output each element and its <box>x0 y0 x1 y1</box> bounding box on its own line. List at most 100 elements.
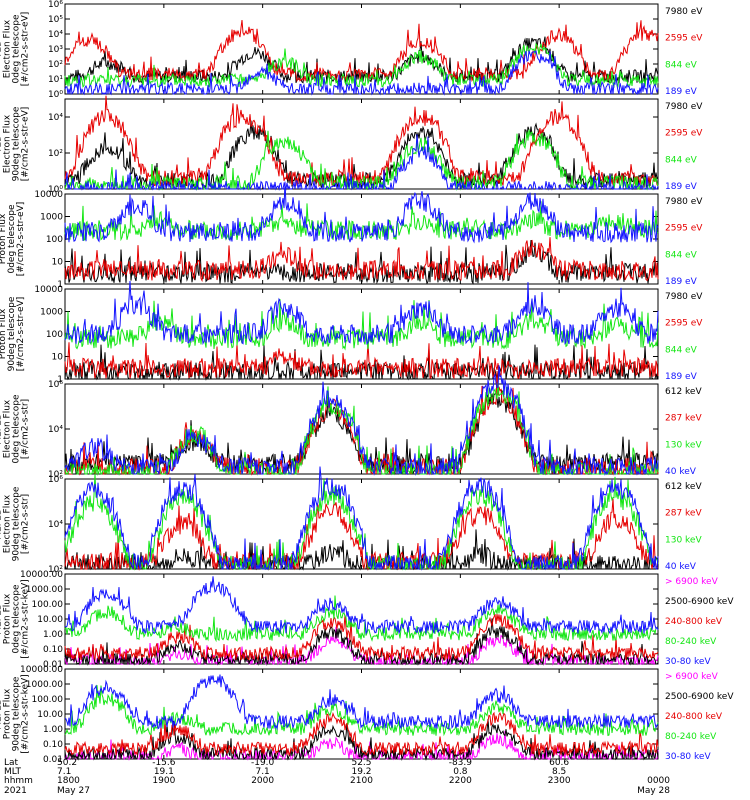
series-red-line <box>64 342 659 380</box>
series-black-line <box>64 618 659 666</box>
y-axis-label-line: 90deg telescope <box>12 676 22 751</box>
y-axis-label-line: 90deg telescope <box>12 106 22 181</box>
y-axis-label-line: 0deg telescope <box>7 204 17 274</box>
y-tick-label: 10⁰ <box>48 185 63 195</box>
series-blue-line <box>64 280 659 346</box>
y-axis-label-line: Electron Flux <box>3 19 13 78</box>
y-tick-label: 10² <box>48 149 63 159</box>
legend-black: 7980 eV <box>665 292 703 302</box>
legend-red: 2595 eV <box>665 34 703 44</box>
series-red-line <box>64 498 659 571</box>
legend-black: 2500-6900 keV <box>665 692 734 702</box>
series-group <box>64 674 659 761</box>
y-axis-label: TEDElectron Flux0deg telescope[#/cm2-s-s… <box>0 12 31 87</box>
x-row-label: 2021 <box>4 786 27 796</box>
y-axis-label-line: Proton Flux <box>0 308 8 359</box>
legend-red: 287 keV <box>665 509 702 519</box>
panel-4: 1 10 100 1000 10000 Proton Flux90deg telescop… <box>0 280 703 385</box>
series-blue-line <box>64 365 659 476</box>
x-row-label: hhmm <box>4 776 33 786</box>
x-row-label: Lat <box>4 758 19 768</box>
series-blue-line <box>64 576 659 636</box>
y-axis-label-line: [#/cm2-s-str] <box>21 399 31 459</box>
y-tick-label: 1000.00 <box>26 585 63 595</box>
y-tick-label: 1.00 <box>43 630 63 640</box>
legend-magenta: > 6900 keV <box>665 577 719 587</box>
legend-black: 7980 eV <box>665 102 703 112</box>
y-tick-label: 10.00 <box>37 615 63 625</box>
y-tick-label: 10⁴ <box>48 113 63 123</box>
y-tick-label: 10 <box>52 258 64 268</box>
legend-green: 844 eV <box>665 60 698 70</box>
series-blue-line <box>64 134 659 191</box>
y-tick-label: 10⁴ <box>48 520 63 530</box>
series-group <box>64 466 659 571</box>
y-axis-label-line: [#/cm2-s-str] <box>21 494 31 554</box>
lat-value: 60.6 <box>549 758 569 768</box>
lat-value: -15.6 <box>152 758 176 768</box>
legend-green: 80-240 keV <box>665 732 717 742</box>
panel-2: 10⁰ 10² 10⁴ TEDElectron Flux90deg telescope… <box>0 95 703 195</box>
legend-blue: 30-80 keV <box>665 752 711 762</box>
y-axis-label-line: 0deg telescope <box>12 14 22 84</box>
y-tick-label: 10.00 <box>37 710 63 720</box>
lat-value: 52.5 <box>351 758 371 768</box>
legend-green: 130 keV <box>665 535 702 545</box>
y-axis-label-line: [#/cm2-s-str-eV] <box>21 107 31 182</box>
legend-red: 240-800 keV <box>665 712 723 722</box>
y-tick-label: 10000 <box>34 190 63 200</box>
legend-green: 844 eV <box>665 345 698 355</box>
legend-red: 240-800 keV <box>665 617 723 627</box>
time-value: 0000 <box>647 776 670 786</box>
series-group <box>64 20 659 96</box>
legend-blue: 30-80 keV <box>665 657 711 667</box>
y-tick-label: 100.00 <box>32 600 64 610</box>
y-axis-label-line: MEPED <box>0 508 4 540</box>
y-axis-label-line: [#/cm2-s-str-eV] <box>16 202 26 277</box>
y-tick-label: 1 <box>57 280 63 290</box>
legend-green: 130 keV <box>665 440 702 450</box>
series-red-line <box>64 711 659 757</box>
y-axis-label-line: Proton Flux <box>0 213 8 264</box>
legend-blue: 40 keV <box>665 467 697 477</box>
series-blue-line <box>64 674 659 731</box>
y-tick-label: 10¹ <box>48 75 63 85</box>
y-tick-label: 0.10 <box>43 645 63 655</box>
y-axis-label-line: TED <box>0 135 4 154</box>
y-axis-label-line: [#/cm2-s-str-eV] <box>16 297 26 372</box>
lat-value: -83.9 <box>449 758 473 768</box>
panel-5: 10² 10⁴ 10⁶ MEPEDElectron Flux0deg telescop… <box>0 365 702 480</box>
series-green-line <box>64 42 659 89</box>
legend-blue: 40 keV <box>665 562 697 572</box>
y-axis-label-line: 0deg telescope <box>12 584 22 654</box>
y-tick-label: 10⁶ <box>48 380 63 390</box>
y-axis-label-line: 90deg telescope <box>12 486 22 561</box>
series-green-line <box>64 595 659 643</box>
y-tick-label: 10⁵ <box>48 15 63 25</box>
panel-7: 0.010.101.0010.00100.001000.0010000.00ME… <box>0 570 734 670</box>
panel-8: 0.010.101.0010.00100.001000.0010000.00ME… <box>0 665 734 765</box>
mlt-value: 8.5 <box>552 767 566 777</box>
lat-value: 50.2 <box>57 758 77 768</box>
y-axis-label-line: Electron Flux <box>3 399 13 458</box>
y-tick-label: 10⁴ <box>48 30 63 40</box>
legend-black: 2500-6900 keV <box>665 597 734 607</box>
legend-black: 612 keV <box>665 387 702 397</box>
y-axis-label-line: Electron Flux <box>3 114 13 173</box>
y-axis-label-line: [#/cm2-s-str-eV] <box>21 12 31 87</box>
series-red-line <box>64 370 659 476</box>
y-axis-label-line: 0deg telescope <box>12 394 22 464</box>
y-axis-label-line: MEPED <box>0 603 4 635</box>
series-green-line <box>64 473 659 571</box>
y-axis-label: Proton Flux0deg telescope[#/cm2-s-str-eV… <box>0 202 26 277</box>
y-axis-label: TEDElectron Flux90deg telescope[#/cm2-s-… <box>0 106 31 181</box>
y-tick-label: 10⁰ <box>48 90 63 100</box>
date-value: May 28 <box>637 786 670 796</box>
y-axis-label-line: Proton Flux <box>3 688 13 739</box>
x-row-label: MLT <box>4 767 22 777</box>
y-axis-label-line: 90deg telescope <box>7 296 17 371</box>
y-axis-label-line: MEPED <box>0 698 4 730</box>
y-axis-label-line: Electron Flux <box>3 494 13 553</box>
